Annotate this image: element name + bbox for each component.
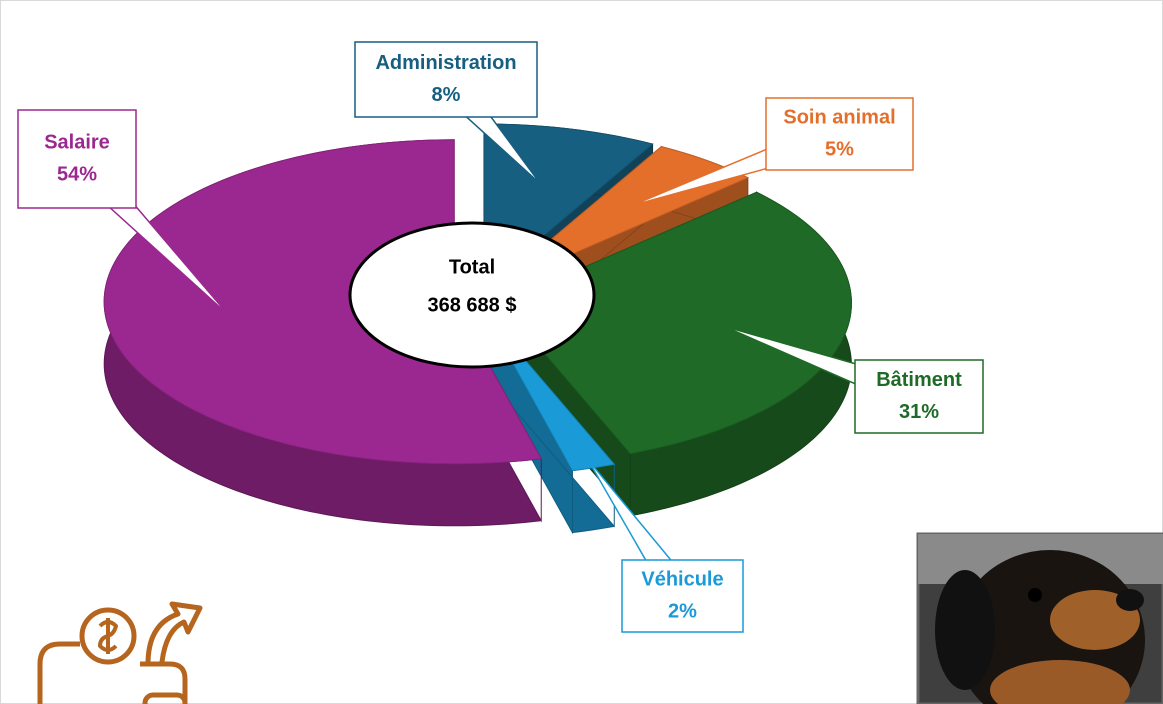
slice (500, 191, 852, 455)
center-ellipse (348, 221, 596, 369)
value-label: 2% (668, 600, 697, 622)
callout-mask (767, 99, 912, 169)
callout-mask (19, 111, 135, 207)
callout-mask (623, 561, 742, 631)
category-label: Salaire (44, 131, 110, 153)
value-label: 31% (899, 401, 939, 423)
wallet-icon (37, 601, 203, 704)
callouts: Administration 8% Soin animal 5% Bâtiment 31%… (17, 41, 984, 633)
value-label: 54% (57, 163, 97, 185)
callout-mask (356, 43, 536, 116)
category-label: Administration (375, 52, 516, 74)
category-label: Soin animal (783, 106, 895, 128)
callout-mask (856, 361, 982, 432)
center-value: 368 688 $ (428, 294, 517, 316)
category-label: Véhicule (641, 568, 723, 590)
category-label: Bâtiment (876, 369, 962, 391)
center-title: Total (449, 256, 495, 278)
center-label: Total 368 688 $ (348, 221, 596, 369)
slice (103, 139, 543, 465)
value-label: 8% (432, 84, 461, 106)
value-label: 5% (825, 138, 854, 160)
dog-photo (916, 532, 1163, 704)
